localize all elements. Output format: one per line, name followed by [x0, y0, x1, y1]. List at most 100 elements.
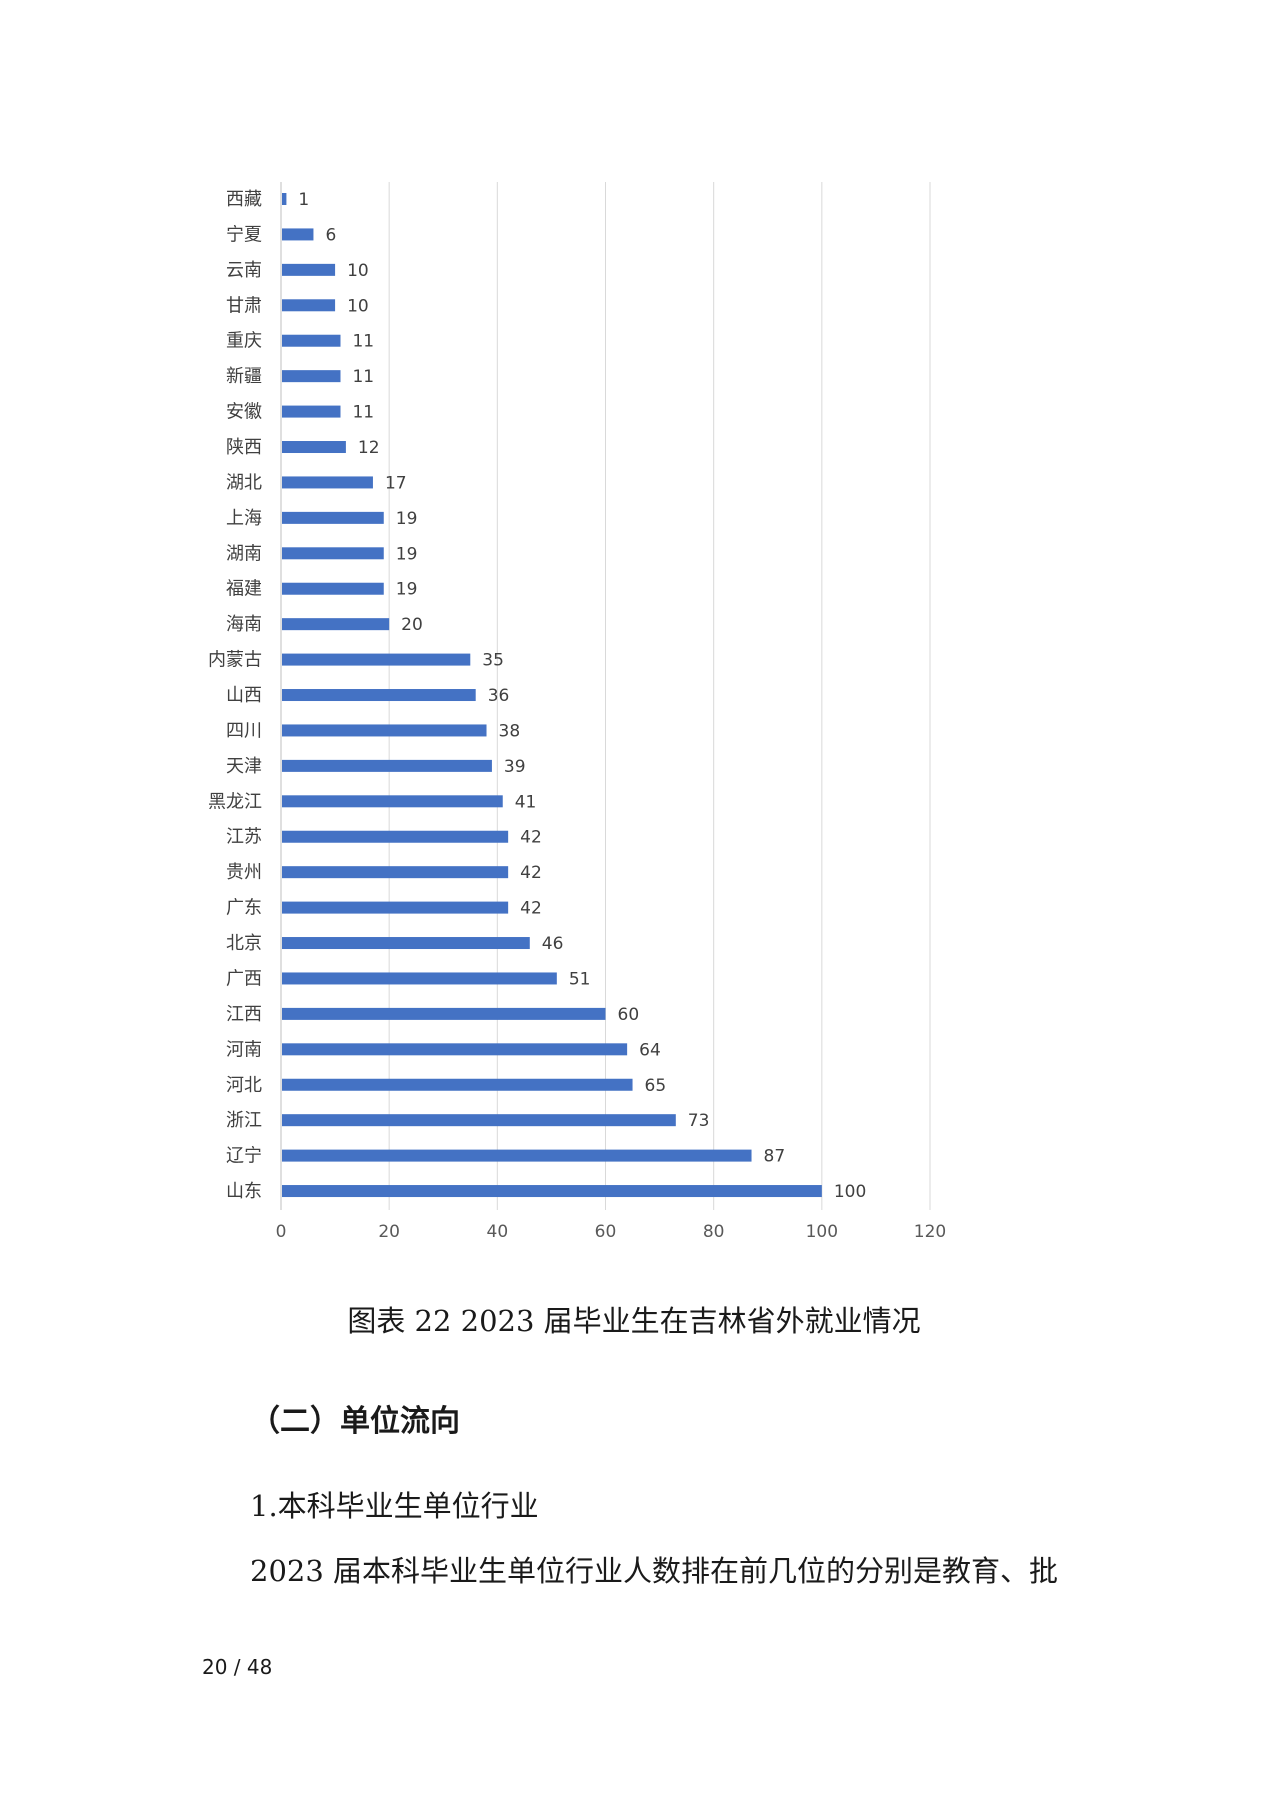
- bar: [282, 759, 492, 772]
- category-label: 辽宁: [226, 1146, 262, 1167]
- bar: [282, 405, 341, 418]
- data-label: 36: [488, 686, 510, 706]
- category-label: 天津: [226, 756, 262, 777]
- bar: [282, 1007, 606, 1020]
- category-label: 云南: [226, 260, 262, 281]
- data-label: 1: [298, 190, 309, 210]
- data-label: 73: [688, 1111, 710, 1131]
- data-label: 20: [401, 615, 423, 635]
- category-label: 贵州: [226, 862, 262, 883]
- bar: [282, 1043, 628, 1056]
- category-label: 上海: [226, 508, 262, 529]
- data-label: 11: [352, 403, 374, 423]
- data-label: 87: [764, 1147, 786, 1167]
- sub-heading: 1.本科毕业生单位行业: [250, 1489, 539, 1523]
- category-label: 重庆: [226, 331, 262, 352]
- category-label: 湖南: [226, 543, 262, 564]
- page-number: 20 / 48: [202, 1655, 273, 1679]
- category-label: 江西: [226, 1004, 262, 1025]
- bar: [282, 299, 336, 312]
- figure-caption: 图表 22 2023 届毕业生在吉林省外就业情况: [347, 1304, 921, 1338]
- data-label: 42: [520, 828, 542, 848]
- bar: [282, 689, 476, 702]
- data-label: 42: [520, 899, 542, 919]
- x-tick-label: 60: [595, 1222, 617, 1242]
- bar: [282, 937, 530, 950]
- category-label: 山西: [226, 685, 262, 706]
- bar: [282, 193, 287, 205]
- data-label: 65: [645, 1076, 667, 1096]
- category-label: 新疆: [226, 366, 262, 387]
- data-label: 11: [352, 367, 374, 387]
- category-label: 海南: [226, 614, 262, 635]
- data-label: 39: [504, 757, 526, 777]
- category-label: 浙江: [226, 1110, 262, 1131]
- category-label: 黑龙江: [208, 791, 262, 812]
- data-label: 38: [499, 721, 521, 741]
- grid-lines: [388, 182, 931, 1210]
- data-label: 10: [347, 296, 369, 316]
- category-label: 陕西: [226, 437, 262, 458]
- chart-bars: [282, 193, 822, 1198]
- data-label: 19: [396, 580, 418, 600]
- bar: [282, 1149, 752, 1162]
- category-label: 宁夏: [226, 224, 262, 245]
- x-tick-labels: 0 20 40 60 80 100 120: [276, 1222, 947, 1242]
- body-paragraph: 2023 届本科毕业生单位行业人数排在前几位的分别是教育、批: [250, 1554, 1059, 1588]
- bar: [282, 1185, 822, 1198]
- data-label: 60: [618, 1005, 640, 1025]
- bar: [282, 972, 557, 985]
- category-label: 河南: [226, 1039, 262, 1060]
- bar: [282, 1078, 633, 1091]
- section-heading: （二）单位流向: [250, 1404, 460, 1439]
- x-tick-label: 0: [276, 1222, 287, 1242]
- data-label: 12: [358, 438, 380, 458]
- category-label: 河北: [226, 1075, 262, 1096]
- category-label: 江苏: [226, 827, 262, 848]
- category-label: 福建: [226, 579, 262, 600]
- bar: [282, 511, 384, 524]
- category-label: 山东: [226, 1181, 262, 1202]
- x-tick-label: 40: [487, 1222, 509, 1242]
- bar: [282, 1114, 676, 1127]
- bar: [282, 441, 346, 454]
- category-label: 广西: [226, 968, 262, 989]
- data-label: 100: [834, 1182, 866, 1202]
- category-label: 北京: [226, 933, 262, 954]
- bar-chart: 西藏宁夏云南甘肃重庆新疆安徽陕西湖北上海湖南福建海南内蒙古山西四川天津黑龙江江苏…: [208, 182, 947, 1242]
- data-label: 41: [515, 792, 537, 812]
- category-label: 内蒙古: [208, 650, 262, 671]
- bar: [282, 830, 509, 843]
- data-label: 11: [352, 332, 374, 352]
- data-label: 35: [482, 651, 504, 671]
- bar: [282, 334, 341, 347]
- bar: [282, 547, 384, 560]
- category-label: 安徽: [226, 402, 262, 423]
- category-labels: 西藏宁夏云南甘肃重庆新疆安徽陕西湖北上海湖南福建海南内蒙古山西四川天津黑龙江江苏…: [208, 189, 262, 1202]
- x-tick-label: 80: [703, 1222, 725, 1242]
- data-label: 6: [325, 225, 336, 245]
- bar: [282, 724, 487, 737]
- bar: [282, 228, 314, 241]
- x-tick-label: 20: [378, 1222, 400, 1242]
- data-label: 17: [385, 473, 407, 493]
- data-label: 19: [396, 509, 418, 529]
- bar: [282, 370, 341, 383]
- bar: [282, 653, 471, 666]
- category-label: 广东: [226, 898, 262, 919]
- x-tick-label: 120: [914, 1222, 946, 1242]
- data-label: 64: [639, 1040, 661, 1060]
- bar: [282, 901, 509, 914]
- bar: [282, 582, 384, 595]
- category-label: 甘肃: [226, 295, 262, 316]
- bar: [282, 476, 373, 489]
- bar: [282, 795, 503, 808]
- category-label: 四川: [226, 720, 262, 741]
- data-label: 46: [542, 934, 564, 954]
- data-label: 10: [347, 261, 369, 281]
- category-label: 湖北: [226, 472, 262, 493]
- category-label: 西藏: [226, 189, 262, 210]
- data-label: 42: [520, 863, 542, 883]
- data-label: 51: [569, 969, 591, 989]
